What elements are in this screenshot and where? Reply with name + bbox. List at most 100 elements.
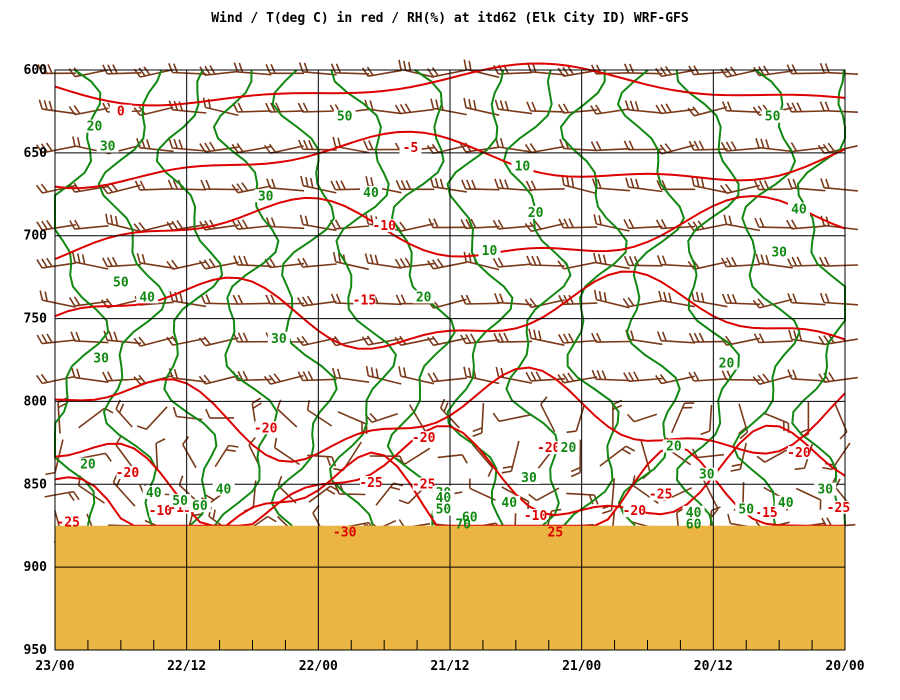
wind-barb [524,220,565,233]
label-backdrop [537,441,560,455]
humidity-label: 20 [561,441,577,456]
y-tick-label: 600 [24,63,48,78]
wind-barb [570,439,582,478]
label-backdrop [90,351,113,365]
wind-barb [590,141,630,152]
label-backdrop [149,504,172,518]
wind-barb [700,404,713,436]
x-tick-label: 21/12 [430,659,469,674]
label-backdrop [109,104,132,118]
wind-barb [501,440,520,474]
humidity-label: 40 [146,486,162,501]
wind-barb [463,366,500,385]
temperature-label: -30 [333,526,357,541]
wind-barb [524,297,565,309]
wind-barb [786,102,826,113]
wind-barb [557,103,598,114]
humidity-label: 60 [462,511,478,526]
wind-barb [115,399,133,428]
wind-barb [426,143,467,155]
wind-barb [721,101,761,113]
wind-barb [71,367,109,383]
y-tick-label: 650 [24,146,48,161]
wind-barb [276,399,298,428]
wind-barb [753,333,793,344]
wind-barb [525,371,565,382]
temperature-label: -25 [359,476,382,491]
wind-barb [752,298,793,309]
humidity-label: 10 [515,159,531,174]
wind-barb [688,332,728,343]
wind-barb [198,336,239,347]
humidity-label: 40 [791,203,807,218]
temperature-label: -25 [649,488,672,503]
wind-barb [331,367,370,383]
label-backdrop [623,504,646,518]
label-backdrop [399,141,422,155]
wind-barb [625,177,663,193]
label-backdrop [412,477,435,491]
wind-barb [232,332,272,343]
wind-barb [364,412,398,423]
humidity-label: 30 [93,352,109,367]
label-backdrop [787,202,810,216]
wind-barb [655,103,696,115]
wind-barb [463,59,500,79]
wind-barb [198,258,239,270]
contour-labels: -25-20-20-20-20-20-20-25-25-25-25-30-15-… [56,104,850,541]
wind-barb [593,289,630,309]
temperature-label: -20 [116,466,140,481]
temperature-label: -25 [412,478,435,493]
wind-barb [755,137,793,153]
wind-barb [68,105,109,116]
temperature-label: -20 [787,446,811,461]
wind-barb [738,403,749,440]
humidity-label: 40 [778,496,794,511]
wind-barb [754,217,793,229]
wind-barb [526,255,565,267]
humidity-label: 30 [258,189,274,204]
wind-barb [265,102,305,113]
humidity-label: 70 [455,517,471,532]
wind-barb [471,443,494,477]
wind-barb [593,214,630,232]
humidity-label: 50 [113,275,129,290]
wind-barb [591,369,630,382]
x-tick-label: 20/00 [825,659,864,674]
wind-barb [493,332,533,343]
wind-barb [136,253,174,269]
wind-barb [133,66,174,78]
wind-barb [494,99,533,115]
wind-barb [297,257,337,268]
humidity-line [675,69,740,526]
label-backdrop [169,494,192,508]
wind-barb [36,333,76,345]
label-backdrop [254,421,277,435]
label-backdrop [432,490,455,504]
temperature-label: -20 [537,441,561,456]
temperature-label: -25 [827,501,850,516]
temperature-label: -10 [524,509,548,524]
chart-title: Wind / T(deg C) in red / RH(%) at itd62 … [211,11,689,26]
y-tick-label: 850 [24,477,48,492]
wind-barb [398,59,435,78]
wind-barb [492,257,533,268]
wind-barb [199,141,239,153]
wind-barb [787,178,826,192]
wind-barb [624,100,663,114]
label-backdrop [662,439,685,453]
wind-barb [818,256,859,267]
temperature-label: -15 [353,294,376,309]
label-backdrop [787,446,810,460]
wind-barb [103,330,142,345]
label-backdrop [96,139,119,153]
humidity-label: 60 [192,499,208,514]
wind-barb [720,256,761,268]
wind-barb [472,403,485,438]
humidity-label: 40 [501,496,517,511]
humidity-label: 50 [337,110,353,125]
label-backdrop [774,495,797,509]
humidity-label: 40 [139,290,155,305]
wind-barb [394,103,435,115]
